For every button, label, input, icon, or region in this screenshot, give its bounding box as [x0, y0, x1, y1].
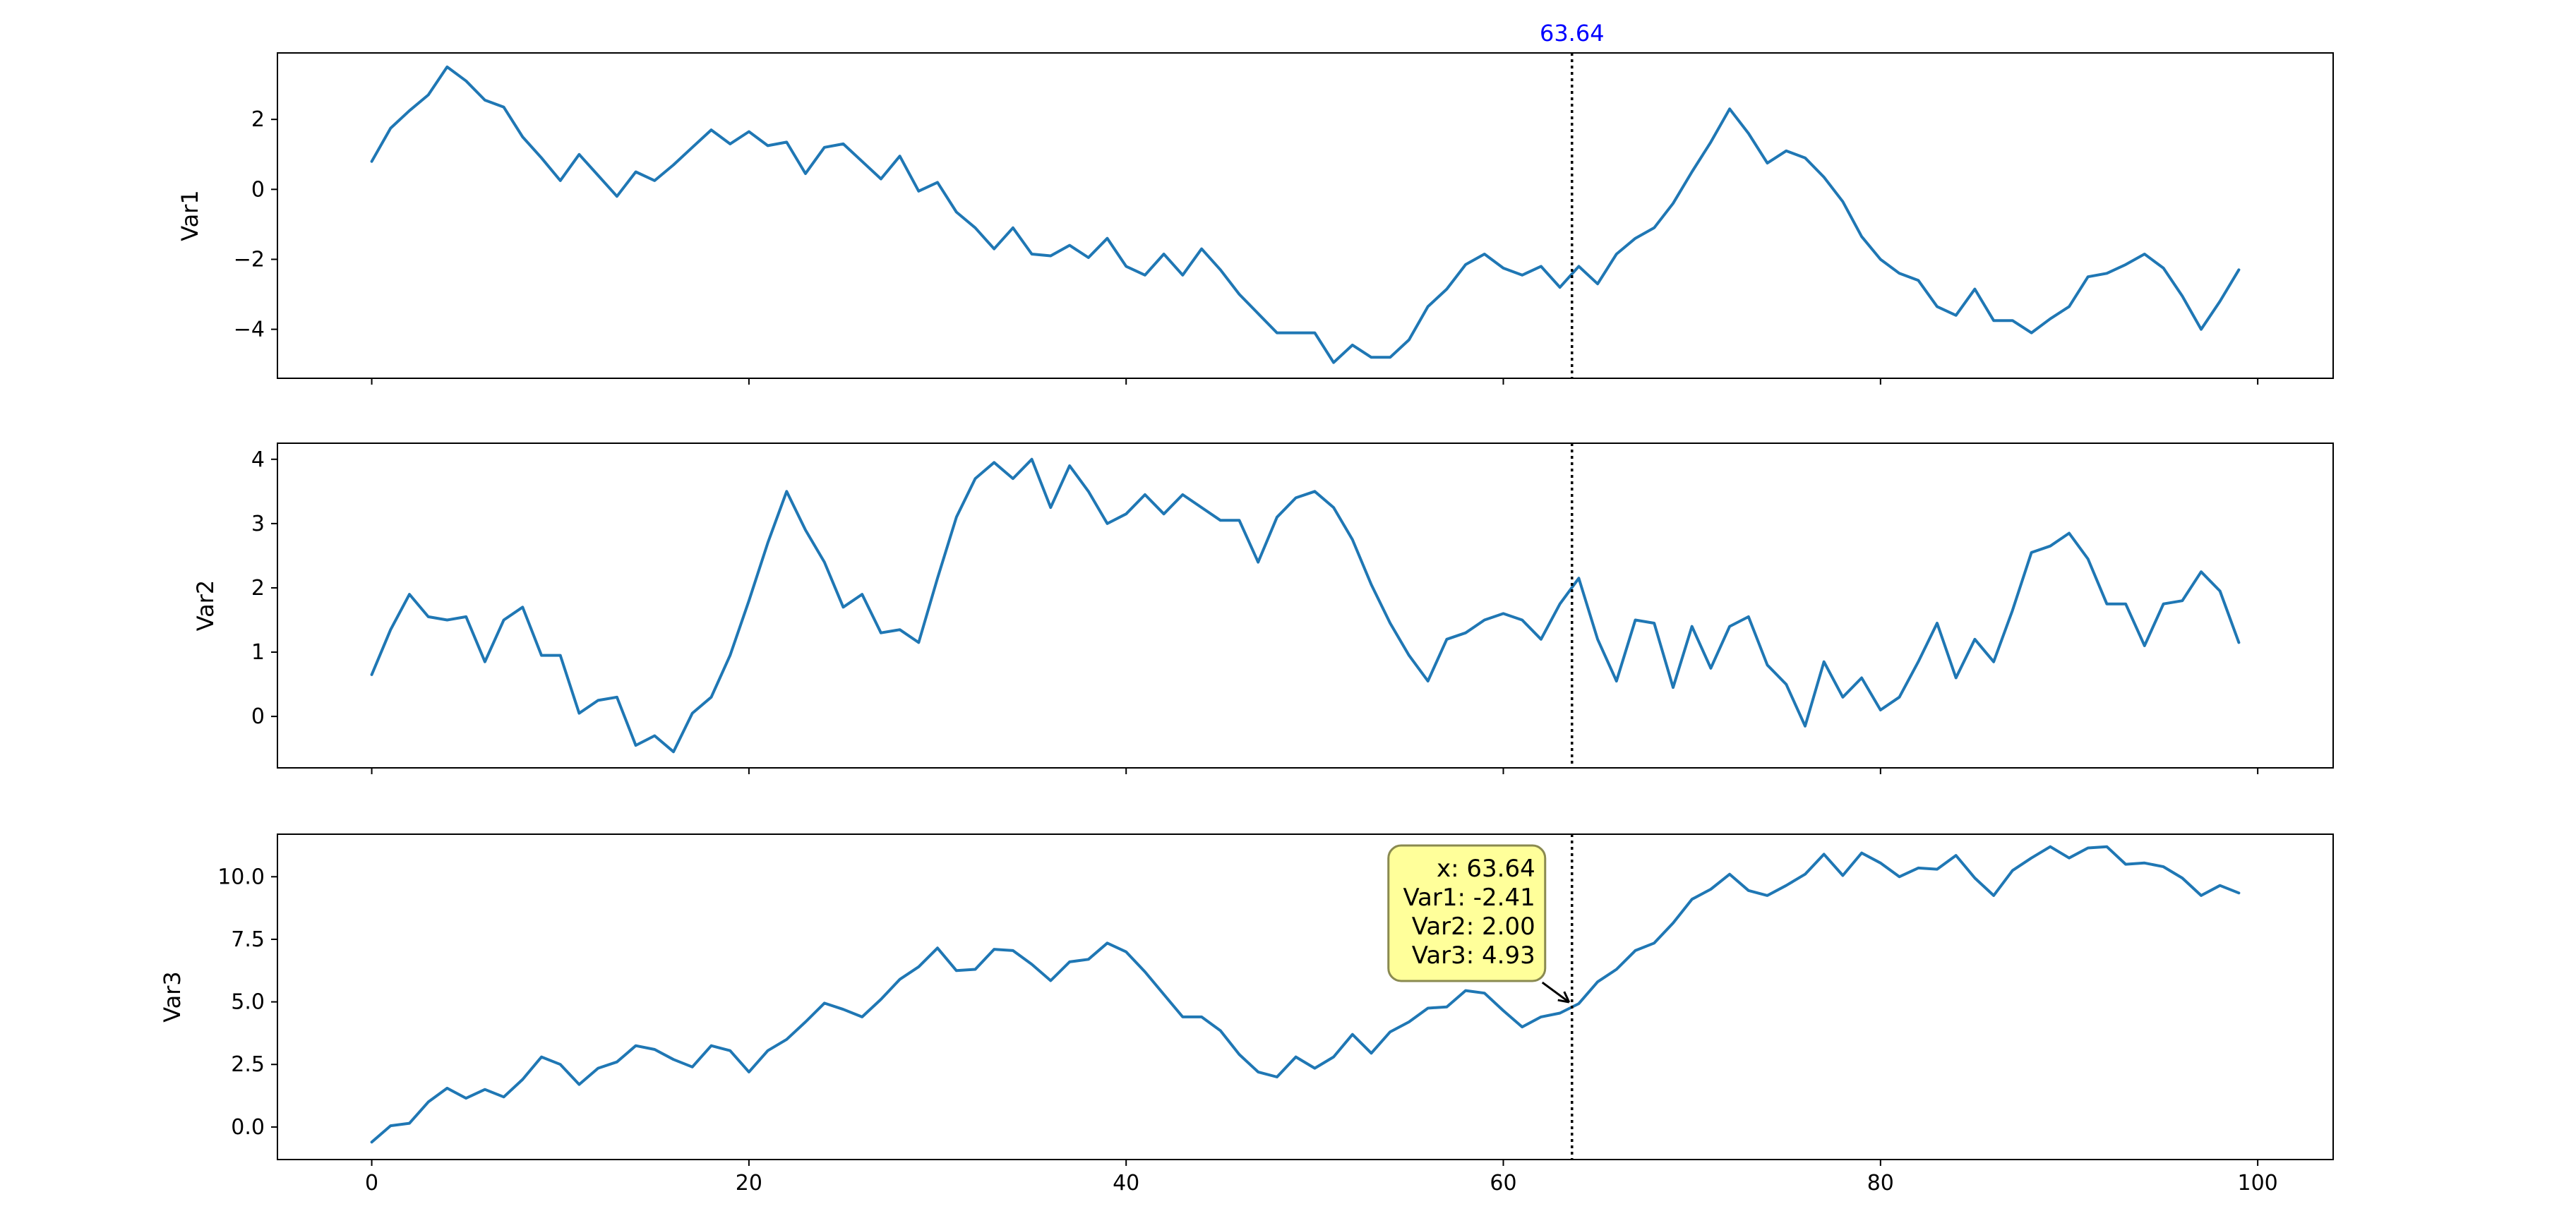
y-tick-label: 0.0	[231, 1115, 265, 1140]
tooltip-line: Var1: -2.41	[1403, 884, 1535, 912]
x-tick-label: 60	[1490, 1171, 1516, 1196]
y-axis-label: Var2	[192, 580, 219, 632]
series-line-var3	[370, 845, 2241, 1144]
x-tick-label: 0	[365, 1171, 378, 1196]
tooltip-arrowhead	[1557, 991, 1571, 1004]
y-tick-label: −2	[234, 247, 265, 272]
cursor-x-label: 63.64	[1540, 20, 1605, 47]
subplot-2: 4 3 2 1 0 Var2	[192, 443, 2334, 774]
x-tick-label: 20	[736, 1171, 762, 1196]
y-tick-label: 3	[251, 512, 265, 536]
y-tick-label: 0	[251, 177, 265, 202]
y-tick-label: 5.0	[231, 990, 265, 1015]
tooltip-arrow	[1541, 981, 1570, 1004]
y-axis-label: Var1	[176, 190, 203, 241]
tooltip-line: x: 63.64	[1437, 855, 1535, 883]
tooltip-box	[1387, 844, 1547, 982]
series-line-var1	[370, 65, 2241, 364]
y-tick-label: −4	[234, 318, 265, 342]
y-tick-label: 7.5	[231, 927, 265, 952]
subplot-3: 10.0 7.5 5.0 2.5 0.0 0 20 40 60 80 100 Var3	[159, 833, 2334, 1196]
y-tick-label: 10.0	[217, 865, 265, 889]
y-tick-label: 4	[251, 447, 265, 472]
y-axis-label: Var3	[159, 971, 186, 1023]
axes-frame	[277, 833, 2334, 1160]
x-tick-label: 80	[1867, 1171, 1894, 1196]
x-tick-label: 100	[2238, 1171, 2278, 1196]
subplot-1: 2 0 −2 −4 Var1	[176, 52, 2334, 385]
x-tick-label: 40	[1113, 1171, 1139, 1196]
tooltip-line: Var2: 2.00	[1412, 913, 1535, 941]
y-tick-label: 0	[251, 704, 265, 729]
y-tick-label: 2.5	[231, 1052, 265, 1077]
y-tick-label: 2	[251, 576, 265, 601]
axes-frame	[277, 52, 2334, 379]
series-line-var2	[370, 457, 2241, 754]
axes-frame	[277, 443, 2334, 769]
y-tick-label: 2	[251, 107, 265, 132]
y-tick-label: 1	[251, 640, 265, 665]
tooltip-line: Var3: 4.93	[1412, 941, 1535, 970]
